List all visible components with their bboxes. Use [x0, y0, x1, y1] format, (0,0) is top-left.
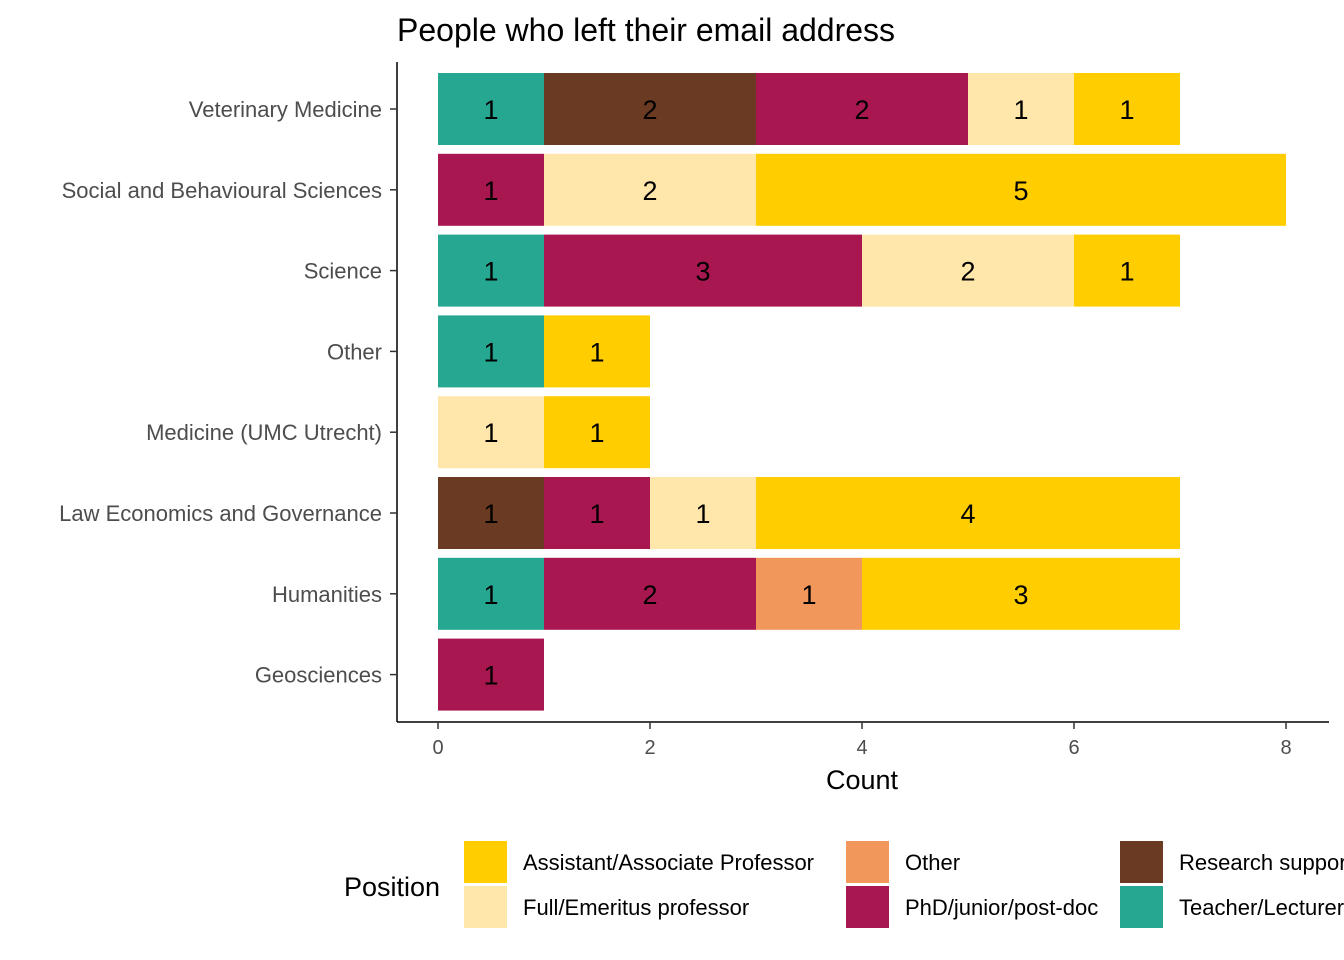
bar-value-label: 1	[589, 337, 604, 367]
bar-segment-humanities-teacher-lecturer	[438, 557, 544, 630]
plot-area: 1 2 2 1 1 1 2 5 1 3 2 1 1 1 1 1 1 1 1 4 1 2 1 3 1	[438, 73, 1286, 711]
bar-segment-veterinary-medicine-assistant-associate-professor	[1074, 73, 1180, 145]
bar-value-label: 5	[1013, 176, 1028, 206]
bar-value-label: 4	[960, 499, 975, 529]
bar-value-label: 3	[1013, 580, 1028, 610]
bar-segment-science-assistant-associate-professor	[1074, 234, 1180, 307]
bar-segment-humanities-assistant-associate-professor	[862, 557, 1180, 630]
bar-segment-veterinary-medicine-full-emeritus-professor	[968, 73, 1074, 145]
bar-value-label: 1	[483, 499, 498, 529]
bar-segment-law-economics-and-governance-assistant-associate-professor	[756, 477, 1180, 549]
bar-value-label: 1	[483, 95, 498, 125]
bar-value-label: 1	[589, 418, 604, 448]
y-tick-label: Veterinary Medicine	[189, 97, 382, 122]
y-tick-label: Humanities	[272, 582, 382, 607]
y-tick-label: Law Economics and Governance	[59, 501, 382, 526]
legend-swatch-research-support	[1120, 841, 1163, 883]
bar-value-label: 1	[1119, 257, 1134, 287]
bar-value-label: 1	[483, 661, 498, 691]
legend-label-research-support: Research support	[1179, 850, 1344, 875]
bar-segment-medicine-umc-utrecht-assistant-associate-professor	[544, 396, 650, 469]
y-axis: Veterinary Medicine Social and Behavioura…	[59, 97, 397, 688]
legend-swatch-phd-junior-post-doc	[846, 886, 889, 928]
bar-segment-humanities-phd-junior-post-doc	[544, 557, 756, 630]
legend-swatch-assistant-associate-professor	[464, 841, 507, 883]
bar-value-label: 1	[1013, 95, 1028, 125]
bar-value-label: 2	[854, 95, 869, 125]
bar-value-label: 2	[960, 257, 975, 287]
legend-title: Position	[344, 872, 440, 902]
bar-value-label: 2	[642, 95, 657, 125]
legend-swatch-other	[846, 841, 889, 883]
x-tick-label: 4	[856, 737, 867, 759]
legend: Position Assistant/Associate Professor Fu…	[344, 841, 1344, 928]
bar-segment-social-and-behavioural-sciences-phd-junior-post-doc	[438, 153, 544, 226]
legend-label-other: Other	[905, 850, 960, 875]
x-tick-label: 0	[432, 737, 443, 759]
bar-segment-medicine-umc-utrecht-full-emeritus-professor	[438, 396, 544, 469]
bar-segment-other-assistant-associate-professor	[544, 315, 650, 388]
x-tick-label: 2	[644, 737, 655, 759]
bar-segment-science-full-emeritus-professor	[862, 234, 1074, 307]
bar-value-label: 2	[642, 580, 657, 610]
bar-value-label: 1	[589, 499, 604, 529]
chart-title: People who left their email address	[397, 12, 895, 48]
bar-value-label: 3	[695, 257, 710, 287]
bar-value-label: 1	[695, 499, 710, 529]
x-tick-label: 6	[1068, 737, 1079, 759]
bar-value-label: 2	[642, 176, 657, 206]
legend-label-assistant-associate-professor: Assistant/Associate Professor	[523, 850, 814, 875]
bar-value-label: 1	[483, 580, 498, 610]
bar-segment-veterinary-medicine-research-support	[544, 73, 756, 145]
legend-swatch-teacher-lecturer	[1120, 886, 1163, 928]
bar-segment-law-economics-and-governance-research-support	[438, 477, 544, 549]
bar-segment-geosciences-phd-junior-post-doc	[438, 638, 544, 711]
bar-value-label: 1	[483, 418, 498, 448]
bar-value-label: 1	[1119, 95, 1134, 125]
y-tick-label: Geosciences	[255, 663, 382, 688]
x-tick-label: 8	[1280, 737, 1291, 759]
bar-value-label: 1	[483, 176, 498, 206]
legend-label-full-emeritus-professor: Full/Emeritus professor	[523, 895, 749, 920]
bar-segment-social-and-behavioural-sciences-assistant-associate-professor	[756, 153, 1286, 226]
y-tick-label: Social and Behavioural Sciences	[62, 178, 382, 203]
x-axis: 0 2 4 6 8	[432, 722, 1292, 759]
bar-segment-law-economics-and-governance-phd-junior-post-doc	[544, 477, 650, 549]
legend-label-phd-junior-post-doc: PhD/junior/post-doc	[905, 895, 1098, 920]
x-axis-title: Count	[826, 765, 899, 795]
legend-swatch-full-emeritus-professor	[464, 886, 507, 928]
bar-segment-social-and-behavioural-sciences-full-emeritus-professor	[544, 153, 756, 226]
legend-label-teacher-lecturer: Teacher/Lecturer	[1179, 895, 1344, 920]
bar-segment-science-phd-junior-post-doc	[544, 234, 862, 307]
bar-segment-science-teacher-lecturer	[438, 234, 544, 307]
bar-segment-veterinary-medicine-teacher-lecturer	[438, 73, 544, 145]
bar-segment-law-economics-and-governance-full-emeritus-professor	[650, 477, 756, 549]
bar-value-label: 1	[483, 337, 498, 367]
y-tick-label: Other	[327, 339, 382, 364]
bar-segment-veterinary-medicine-phd-junior-post-doc	[756, 73, 968, 145]
bar-value-label: 1	[801, 580, 816, 610]
y-tick-label: Science	[304, 259, 382, 284]
bar-segment-other-teacher-lecturer	[438, 315, 544, 388]
y-tick-label: Medicine (UMC Utrecht)	[146, 420, 382, 445]
bar-segment-humanities-other	[756, 557, 862, 630]
bar-value-label: 1	[483, 257, 498, 287]
